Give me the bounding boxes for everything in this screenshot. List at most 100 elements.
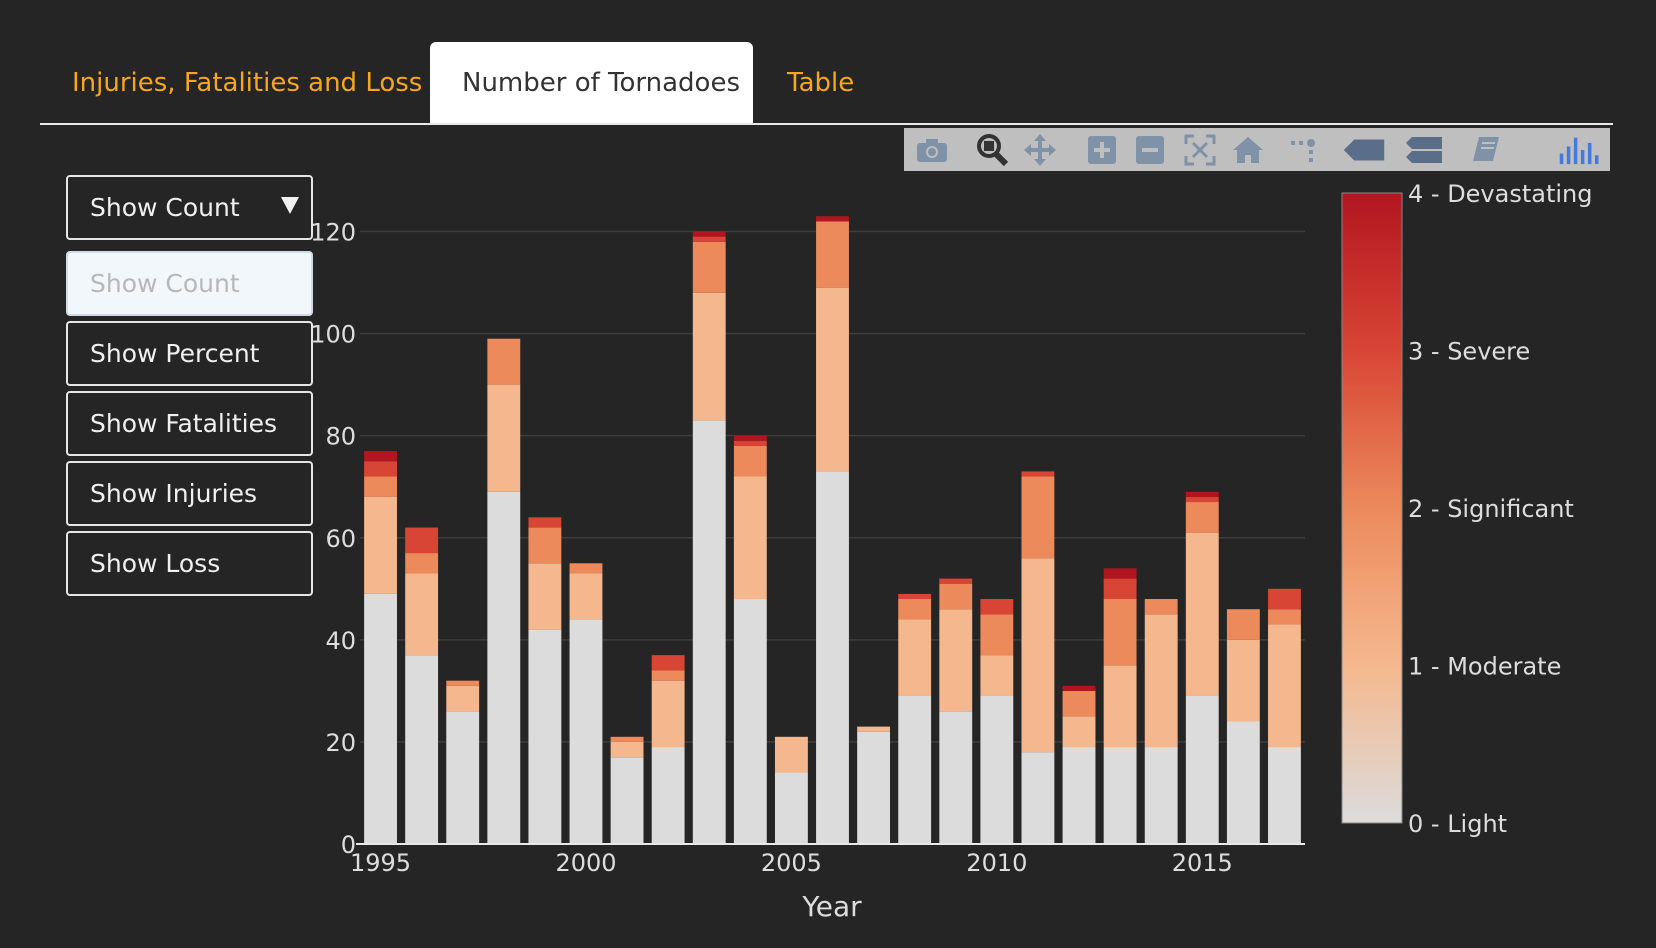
bar-segment[interactable] [1268, 609, 1301, 625]
bar-segment[interactable] [1021, 752, 1055, 844]
bar-segment[interactable] [939, 609, 973, 712]
zoom-in-icon[interactable] [1080, 128, 1124, 171]
bar-segment[interactable] [733, 440, 767, 446]
dropdown-option-show-fatalities[interactable]: Show Fatalities [66, 391, 313, 456]
bar-segment[interactable] [898, 695, 932, 844]
bar-segment[interactable] [528, 629, 562, 844]
bar-segment[interactable] [651, 747, 685, 844]
bar-segment[interactable] [446, 711, 480, 844]
bar-segment[interactable] [1268, 747, 1301, 844]
bar-segment[interactable] [857, 731, 891, 844]
bar-segment[interactable] [857, 726, 891, 732]
bar-segment[interactable] [610, 757, 644, 844]
bar-segment[interactable] [1103, 578, 1137, 600]
bar-segment[interactable] [816, 216, 849, 222]
bar-segment[interactable] [898, 593, 932, 600]
bar-segment[interactable] [980, 599, 1014, 615]
bar-segment[interactable] [364, 476, 397, 497]
bar-segment[interactable] [733, 599, 767, 844]
bar-segment[interactable] [1268, 624, 1301, 748]
bar-segment[interactable] [1062, 716, 1096, 748]
home-icon[interactable] [1226, 128, 1270, 171]
bar-segment[interactable] [1103, 599, 1137, 666]
bar-segment[interactable] [405, 573, 439, 656]
bar-segment[interactable] [980, 655, 1014, 696]
plotly-logo-icon[interactable] [1558, 128, 1602, 171]
bar-segment[interactable] [980, 695, 1014, 844]
bar-segment[interactable] [692, 236, 726, 242]
bar-segment[interactable] [1021, 558, 1055, 753]
bar-segment[interactable] [1062, 690, 1096, 717]
autoscale-icon[interactable] [1178, 128, 1222, 171]
bar-segment[interactable] [1103, 747, 1137, 844]
bar-segment[interactable] [1062, 747, 1096, 844]
bar-segment[interactable] [1021, 471, 1055, 477]
bar-segment[interactable] [1103, 568, 1137, 579]
bar-segment[interactable] [651, 680, 685, 748]
bar-segment[interactable] [487, 338, 521, 385]
bar-segment[interactable] [1144, 599, 1178, 615]
bar-segment[interactable] [405, 553, 439, 574]
tab-number-of-tornadoes[interactable]: Number of Tornadoes [430, 42, 753, 123]
bar-segment[interactable] [692, 292, 726, 421]
bar-segment[interactable] [405, 527, 439, 554]
bar-segment[interactable] [651, 655, 685, 671]
spike-lines-icon[interactable] [1282, 128, 1326, 171]
bar-segment[interactable] [528, 563, 562, 630]
bar-segment[interactable] [816, 471, 849, 844]
bar-segment[interactable] [980, 614, 1014, 656]
bar-segment[interactable] [898, 599, 932, 620]
dropdown-option-show-injuries[interactable]: Show Injuries [66, 461, 313, 526]
camera-icon[interactable] [910, 128, 954, 171]
bar-segment[interactable] [610, 736, 644, 742]
bar-segment[interactable] [569, 619, 603, 844]
bar-segment[interactable] [1103, 665, 1137, 748]
bar-segment[interactable] [569, 573, 603, 620]
edit-chart-icon[interactable] [1464, 128, 1508, 171]
bar-segment[interactable] [1268, 588, 1301, 610]
bar-segment[interactable] [364, 593, 397, 844]
bar-segment[interactable] [446, 685, 480, 712]
metric-dropdown[interactable]: Show Count [66, 175, 313, 240]
bar-segment[interactable] [816, 221, 849, 288]
bar-segment[interactable] [651, 670, 685, 681]
bar-segment[interactable] [610, 741, 644, 758]
bar-segment[interactable] [487, 491, 521, 844]
bar-segment[interactable] [1185, 491, 1219, 497]
bar-segment[interactable] [528, 517, 562, 528]
bar-segment[interactable] [1021, 476, 1055, 559]
bar-segment[interactable] [692, 231, 726, 237]
dropdown-option-show-percent[interactable]: Show Percent [66, 321, 313, 386]
bar-segment[interactable] [1185, 502, 1219, 533]
bar-segment[interactable] [1062, 685, 1096, 691]
bar-segment[interactable] [1185, 496, 1219, 503]
bar-segment[interactable] [1226, 639, 1260, 722]
hover-compare-icon[interactable] [1402, 128, 1446, 171]
bar-segment[interactable] [898, 619, 932, 696]
bar-segment[interactable] [692, 241, 726, 293]
bar-segment[interactable] [364, 450, 397, 462]
bar-segment[interactable] [405, 655, 439, 844]
bar-segment[interactable] [1144, 614, 1178, 748]
bar-segment[interactable] [774, 736, 808, 773]
bar-segment[interactable] [733, 445, 767, 477]
tab-table[interactable]: Table [787, 68, 855, 98]
zoom-out-icon[interactable] [1128, 128, 1172, 171]
bar-segment[interactable] [1226, 721, 1260, 844]
bar-segment[interactable] [487, 384, 521, 492]
bar-segment[interactable] [816, 287, 849, 472]
bar-segment[interactable] [692, 420, 726, 844]
bar-segment[interactable] [446, 680, 480, 686]
bar-segment[interactable] [939, 583, 973, 610]
bar-segment[interactable] [733, 476, 767, 600]
dropdown-option-show-count[interactable]: Show Count [66, 251, 313, 316]
bar-segment[interactable] [939, 711, 973, 844]
bar-segment[interactable] [939, 578, 973, 584]
bar-segment[interactable] [774, 772, 808, 844]
bar-segment[interactable] [364, 461, 397, 477]
hover-closest-icon[interactable] [1342, 128, 1386, 171]
bar-segment[interactable] [1226, 609, 1260, 640]
bar-segment[interactable] [364, 496, 397, 594]
pan-icon[interactable] [1018, 128, 1062, 171]
tab-injuries-fatalities-loss[interactable]: Injuries, Fatalities and Loss [72, 68, 423, 98]
